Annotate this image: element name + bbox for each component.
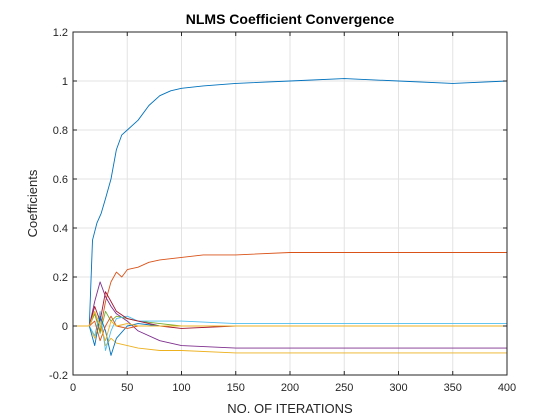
x-tick-label: 50: [121, 382, 133, 394]
series-line-10: [73, 310, 507, 342]
y-axis-label: Coefficients: [25, 169, 40, 237]
x-tick-label: 350: [444, 382, 462, 394]
y-tick-label: 0.4: [53, 223, 68, 235]
y-tick-label: -0.2: [49, 370, 68, 382]
x-tick-label: 100: [172, 382, 190, 394]
ticks-group: 0 50 100 150 200 250 300 350 400-0.200.20.40.60.…: [49, 27, 516, 394]
x-tick-label: 150: [227, 382, 245, 394]
y-tick-label: 0.2: [53, 272, 68, 284]
series-line-4: [73, 281, 507, 349]
chart-title: NLMS Coefficient Convergence: [186, 11, 395, 27]
x-tick-label: 200: [281, 382, 299, 394]
x-axis-label: NO. OF ITERATIONS: [227, 401, 353, 416]
y-tick-label: 0.6: [53, 174, 68, 186]
x-tick-label: 250: [335, 382, 353, 394]
y-tick-label: 0.8: [53, 125, 68, 137]
series-group: [73, 78, 508, 356]
x-tick-label: 300: [389, 382, 407, 394]
y-tick-label: 1.2: [53, 27, 68, 39]
y-tick-label: 0: [62, 321, 68, 333]
y-tick-label: 1: [62, 76, 68, 88]
x-tick-label: 0: [70, 382, 76, 394]
series-line-1: [73, 78, 508, 327]
x-tick-label: 400: [498, 382, 516, 394]
